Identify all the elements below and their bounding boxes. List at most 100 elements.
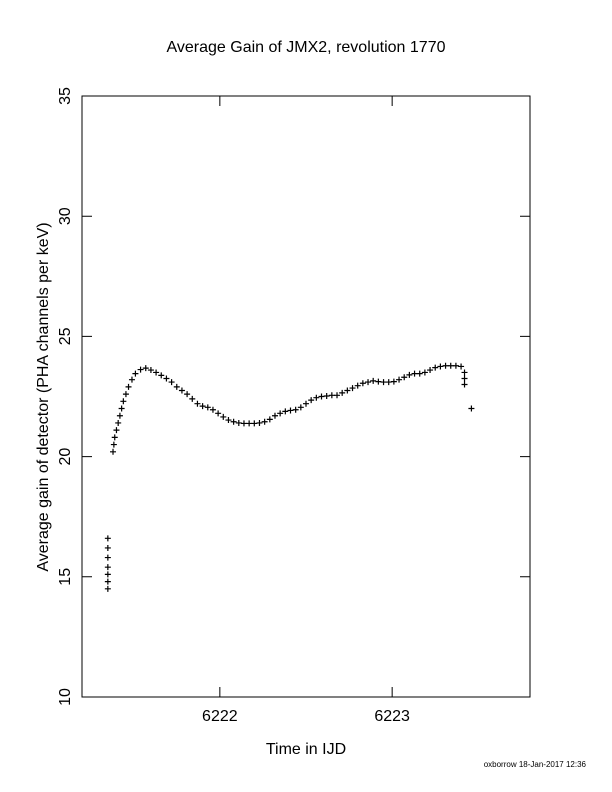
y-tick-label: 25	[57, 327, 74, 345]
data-point	[111, 434, 118, 441]
data-point	[452, 362, 459, 369]
data-point	[147, 367, 154, 374]
data-point	[359, 380, 366, 387]
data-point	[458, 363, 465, 370]
data-point	[447, 362, 454, 369]
data-point	[113, 427, 120, 434]
data-point	[104, 535, 111, 542]
data-point	[142, 365, 149, 372]
data-point	[461, 369, 468, 376]
data-point	[137, 366, 144, 373]
data-point	[468, 405, 475, 412]
data-point	[396, 376, 403, 383]
data-point	[230, 418, 237, 425]
x-tick-label: 6223	[374, 708, 410, 725]
data-point	[158, 372, 165, 379]
footer-note: oxborrow 18-Jan-2017 12:36	[484, 760, 587, 769]
y-tick-label: 30	[57, 207, 74, 225]
data-point	[292, 406, 299, 413]
data-point	[375, 378, 382, 385]
data-point	[308, 397, 315, 404]
data-point	[251, 420, 258, 427]
data-point	[339, 389, 346, 396]
x-axis-label: Time in IJD	[266, 741, 346, 758]
data-point	[194, 400, 201, 407]
data-point	[168, 379, 175, 386]
data-point	[349, 385, 356, 392]
data-point	[421, 369, 428, 376]
data-point	[266, 416, 273, 423]
data-point	[189, 395, 196, 402]
data-point	[385, 379, 392, 386]
data-point	[297, 404, 304, 411]
data-point	[122, 391, 129, 398]
data-point	[406, 371, 413, 378]
data-point	[128, 376, 135, 383]
data-point	[110, 441, 117, 448]
y-tick-label: 35	[57, 87, 74, 105]
data-point	[118, 405, 125, 412]
data-point	[461, 381, 468, 388]
data-point	[427, 367, 434, 374]
data-point	[115, 419, 122, 426]
data-point	[411, 370, 418, 377]
y-tick-label: 15	[57, 568, 74, 586]
data-point	[220, 413, 227, 420]
data-point	[380, 379, 387, 386]
data-point	[125, 383, 132, 390]
data-point	[323, 393, 330, 400]
data-point	[313, 394, 320, 401]
data-point	[365, 379, 372, 386]
data-point	[370, 377, 377, 384]
data-point	[132, 370, 139, 377]
data-point	[153, 369, 160, 376]
data-point	[246, 420, 253, 427]
data-point	[104, 554, 111, 561]
data-point	[173, 383, 180, 390]
data-point	[442, 362, 449, 369]
data-point	[390, 378, 397, 385]
data-point	[110, 448, 117, 455]
data-point	[261, 418, 268, 425]
data-point	[461, 375, 468, 382]
data-point	[120, 398, 127, 405]
data-point	[235, 419, 242, 426]
data-point	[354, 382, 361, 389]
data-point	[204, 404, 211, 411]
data-point	[277, 410, 284, 417]
data-point	[163, 375, 170, 382]
data-point	[432, 364, 439, 371]
y-tick-label: 20	[57, 448, 74, 466]
data-point	[104, 578, 111, 585]
data-point	[116, 412, 123, 419]
data-point	[256, 419, 263, 426]
data-point	[178, 387, 185, 394]
data-point	[437, 363, 444, 370]
y-tick-label: 10	[57, 688, 74, 706]
data-point	[104, 585, 111, 592]
y-axis-label: Average gain of detector (PHA channels p…	[35, 222, 52, 571]
data-point	[303, 400, 309, 407]
plot-frame	[81, 95, 531, 698]
x-tick-label: 6222	[202, 708, 238, 725]
data-point	[199, 403, 206, 410]
data-point	[287, 407, 294, 414]
data-point	[104, 571, 111, 578]
data-point	[104, 544, 111, 551]
data-point	[401, 374, 408, 381]
data-point	[282, 408, 289, 415]
data-point	[344, 387, 351, 394]
data-point	[104, 564, 111, 571]
data-point	[328, 392, 335, 399]
data-point	[318, 393, 325, 400]
data-point	[334, 392, 341, 399]
data-point	[215, 410, 222, 417]
data-point	[416, 370, 423, 377]
data-point	[184, 391, 191, 398]
data-point	[271, 412, 278, 419]
data-point	[225, 417, 232, 424]
data-point	[240, 420, 247, 427]
chart-title: Average Gain of JMX2, revolution 1770	[167, 39, 446, 56]
data-point	[209, 406, 216, 413]
